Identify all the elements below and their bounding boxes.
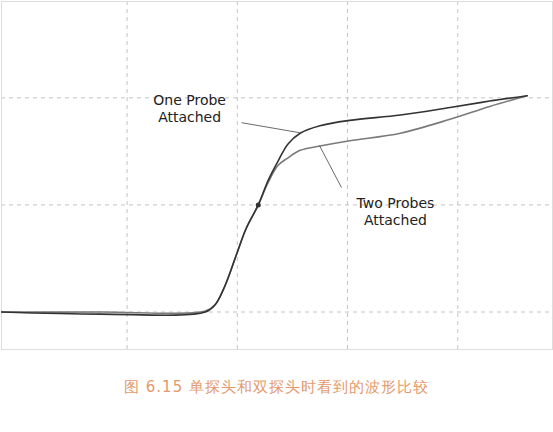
svg-text:Two ProbesAttached: Two ProbesAttached xyxy=(356,195,435,228)
svg-text:One ProbeAttached: One ProbeAttached xyxy=(153,92,226,125)
html-text:图 6.15 单探头和双探头时看到的波形比较: 图 6.15 单探头和双探头时看到的波形比较 xyxy=(124,378,429,396)
